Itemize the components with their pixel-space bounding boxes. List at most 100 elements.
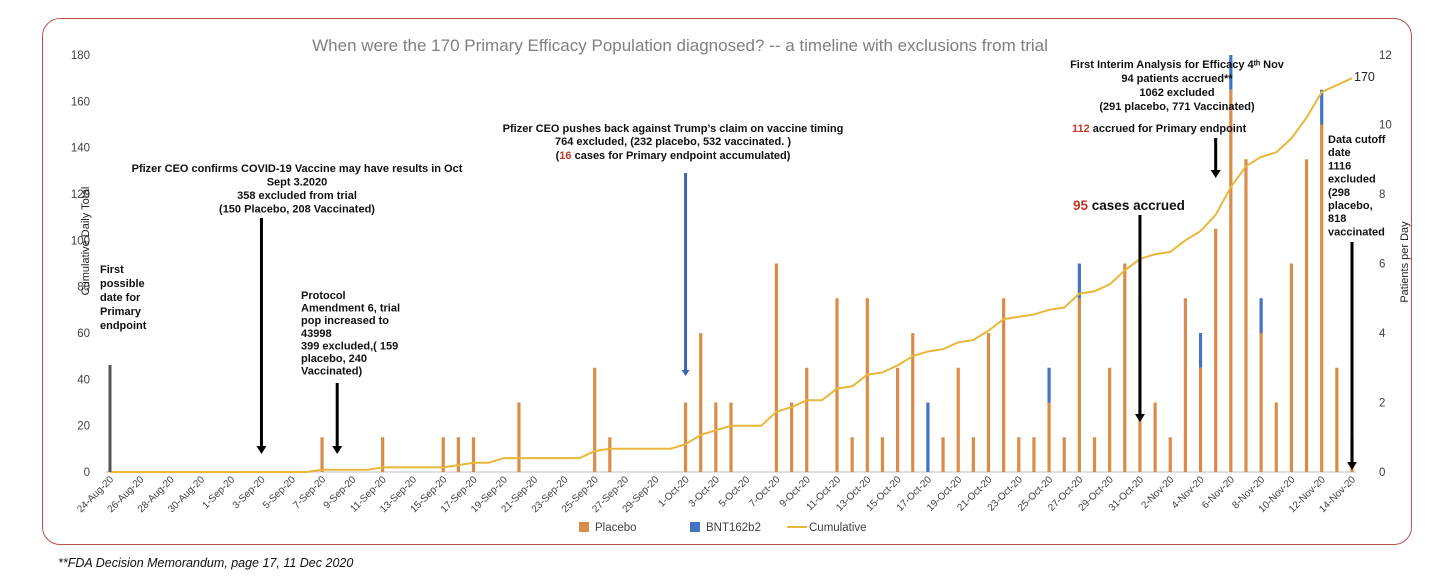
bar-placebo [1077,298,1081,472]
annotation-trump-claim: 764 excluded, (232 placebo, 532 vaccinat… [555,136,791,148]
annotation-data-cutoff: 1116 [1328,160,1351,172]
cumulative-end-label: 170 [1354,70,1375,84]
bar-placebo [986,333,991,472]
bar-bnt162b2 [1229,55,1233,90]
bar-placebo [1092,437,1097,472]
bar-placebo [683,402,688,472]
left-tick-label: 140 [71,143,90,155]
bar-placebo [896,367,900,472]
annotation-sep3: Sept 3.2020 [267,177,328,189]
annotation-first-date: Primary [100,306,142,318]
bar-placebo [1244,159,1248,472]
annotation-data-cutoff: Data cutoff [1328,134,1386,146]
bar-placebo [1047,402,1051,472]
left-tick-label: 20 [77,421,90,433]
x-tick-label: 3-Oct-20 [687,474,723,510]
bar-placebo [593,367,597,472]
first-date-marker [108,365,112,472]
bar-placebo [1274,402,1278,472]
bar-placebo [865,298,869,472]
annotation-protocol-amendment: Vaccinated) [301,366,362,378]
bar-placebo [471,437,476,472]
annotation-protocol-amendment: placebo, 240 [301,353,367,365]
right-tick-label: 12 [1379,50,1392,62]
annotation-first-date: First [100,264,124,276]
x-tick-label: 7-Oct-20 [747,474,783,510]
annotation-112-accrued: 112 accrued for Primary endpoint [1072,123,1247,135]
arrow-nov5-head [1210,170,1221,178]
bar-placebo [456,437,460,472]
bar-placebo [880,437,885,472]
annotation-data-cutoff: excluded [1328,174,1376,186]
bar-placebo [1032,437,1036,472]
annotation-first-date: endpoint [100,320,147,332]
bar-placebo [1320,124,1324,472]
chart-frame [42,18,1412,545]
bar-placebo [381,437,385,472]
left-tick-label: 0 [84,467,90,479]
bar-placebo [1214,228,1218,472]
bar-bnt162b2 [1047,367,1051,403]
left-tick-label: 160 [71,96,90,108]
bar-placebo [441,437,445,472]
right-tick-label: 2 [1379,398,1385,410]
bar-placebo [850,437,854,472]
bar-placebo [1335,367,1339,472]
bar-placebo [1153,402,1157,472]
left-tick-label: 180 [71,50,90,62]
right-tick-label: 4 [1379,328,1386,340]
legend-label: Placebo [595,522,637,534]
left-axis-label: Cumulative Daily Total [80,187,92,296]
left-tick-label: 120 [71,189,90,201]
annotation-95-cases: 95 cases accrued [1073,198,1185,213]
left-tick-label: 100 [71,235,90,247]
footnote: **FDA Decision Memorandum, page 17, 11 D… [58,556,354,570]
bar-bnt162b2 [1320,89,1324,125]
annotation-first-date: date for [100,292,141,304]
annotation-data-cutoff: 818 [1328,213,1346,225]
oct1-marker-head [681,370,690,376]
bar-placebo [320,437,324,472]
annotation-first-date: possible [100,278,145,290]
legend-swatch-placebo [579,522,589,532]
right-axis-label: Patients per Day [1399,221,1411,303]
bar-placebo [1017,437,1021,472]
annotation-data-cutoff: placebo, [1328,200,1373,212]
annotation-protocol-amendment: pop increased to [301,315,389,327]
annotation-data-cutoff: date [1328,147,1351,159]
bar-placebo [1259,333,1263,472]
bar-placebo [789,402,794,472]
bar-placebo [956,367,960,472]
oct1-marker [684,173,688,371]
annotation-data-cutoff: vaccinated [1328,226,1385,238]
annotation-trump-claim: Pfizer CEO pushes back against Trump’s c… [503,123,844,135]
bar-placebo [805,367,809,472]
bar-placebo [1183,298,1187,472]
right-tick-label: 10 [1379,120,1392,132]
bar-placebo [1062,437,1066,472]
annotation-interim-analysis: 94 patients accrued** [1121,73,1233,85]
cumulative-line [110,77,1353,473]
annotation-sep3: 358 excluded from trial [237,190,357,202]
bar-placebo [1002,298,1006,472]
bar-placebo [1229,89,1233,472]
x-tick-label: 5-Oct-20 [717,474,753,510]
annotation-interim-analysis: First Interim Analysis for Efficacy 4ᵗʰ … [1070,59,1285,71]
annotation-protocol-amendment: Amendment 6, trial [301,303,400,315]
bar-placebo [714,402,718,472]
legend-label: BNT162b2 [706,522,761,534]
left-tick-label: 60 [77,328,90,340]
right-tick-label: 0 [1379,467,1385,479]
bar-placebo [835,298,839,472]
bar-placebo [608,437,612,472]
bar-placebo [1108,367,1112,472]
bar-bnt162b2 [1259,298,1263,333]
annotation-data-cutoff: (298 [1328,187,1350,199]
bar-placebo [1198,367,1203,472]
annotation-sep3: (150 Placebo, 208 Vaccinated) [219,204,375,216]
annotation-protocol-amendment: 43998 [301,328,332,340]
bar-bnt162b2 [926,402,930,472]
bar-placebo [1304,159,1309,472]
chart-title: When were the 170 Primary Efficacy Popul… [312,36,1048,55]
annotation-protocol-amendment: Protocol [301,290,346,302]
